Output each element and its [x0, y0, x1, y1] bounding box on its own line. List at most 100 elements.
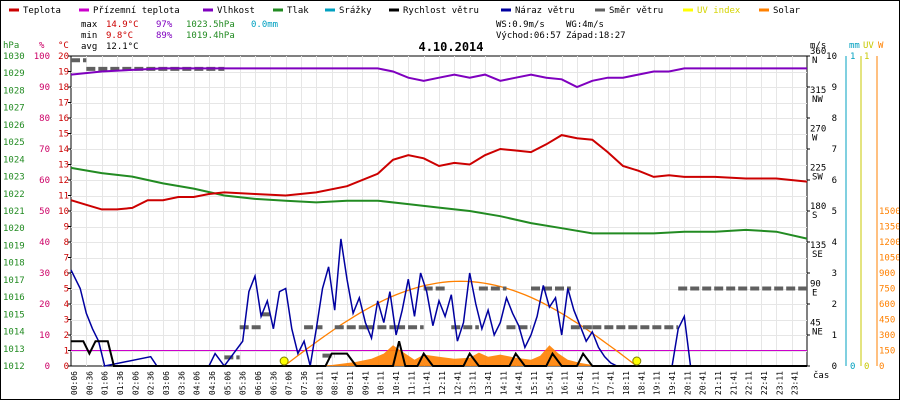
uv-marker — [279, 356, 289, 366]
stat-min-label: min — [81, 31, 97, 41]
direction-tick-dir: SE — [812, 250, 823, 260]
chart-title: 4.10.2014 — [418, 40, 483, 54]
celsius-tick-label: 12 — [58, 176, 69, 186]
percent-tick-label: 0 — [45, 362, 50, 372]
direction-tick-deg: 360 — [810, 47, 826, 57]
hpa-tick-label: 1027 — [3, 104, 25, 114]
time-tick-label: 04:06 — [193, 371, 202, 395]
hpa-tick-label: 1029 — [3, 69, 25, 79]
stat-rain: 0.0mm — [251, 20, 278, 30]
celsius-tick-label: 0 — [64, 362, 69, 372]
stat-avg-label: avg — [81, 42, 97, 52]
time-tick-label: 15:11 — [530, 371, 539, 395]
hpa-tick-label: 1018 — [3, 259, 25, 269]
hpa-tick-label: 1016 — [3, 293, 25, 303]
hpa-tick-label: 1015 — [3, 310, 25, 320]
watt-tick-label: 1350 — [879, 223, 899, 233]
time-tick-label: 12:41 — [453, 371, 462, 395]
legend-label: Srážky — [339, 6, 372, 16]
time-tick-label: 02:06 — [131, 371, 140, 395]
mm-tick-label: 1 — [850, 52, 855, 62]
legend-label: UV index — [697, 6, 741, 16]
stat-max-temp: 14.9°C — [106, 20, 139, 30]
time-tick-label: 04:36 — [208, 371, 217, 395]
solar-area — [301, 345, 608, 366]
hpa-tick-label: 1028 — [3, 86, 25, 96]
percent-tick-label: 10 — [39, 331, 50, 341]
time-tick-label: 17:11 — [591, 371, 600, 395]
stat-min-pressure: 1019.4hPa — [186, 31, 235, 41]
ms-axis-label: m/s — [810, 41, 826, 51]
time-tick-label: 18:11 — [622, 371, 631, 395]
celsius-tick-label: 8 — [64, 238, 69, 248]
celsius-tick-label: 5 — [64, 285, 69, 295]
hpa-axis-label: hPa — [3, 41, 19, 51]
hpa-tick-label: 1019 — [3, 241, 25, 251]
time-tick-label: 05:06 — [223, 371, 232, 395]
watt-tick-label: 450 — [879, 316, 895, 326]
stat-max-humidity: 97% — [156, 20, 173, 30]
time-tick-label: 06:06 — [254, 371, 263, 395]
time-tick-label: 11:11 — [407, 371, 416, 395]
legend-label: Vlhkost — [217, 6, 255, 16]
legend-label: Teplota — [23, 6, 61, 16]
hpa-tick-label: 1022 — [3, 190, 25, 200]
direction-tick-dir: NW — [812, 95, 823, 105]
celsius-tick-label: 18 — [58, 83, 69, 93]
solar-theoretical-curve — [283, 280, 638, 367]
celsius-tick-label: 9 — [64, 223, 69, 233]
ms-tick-label: 10 — [826, 52, 837, 62]
time-tick-label: 10:11 — [377, 371, 386, 395]
ms-tick-label: 8 — [832, 114, 837, 124]
time-tick-label: 22:41 — [760, 371, 769, 395]
time-tick-label: 15:41 — [545, 371, 554, 395]
percent-tick-label: 100 — [34, 52, 50, 62]
direction-tick-dir: SW — [812, 172, 823, 182]
time-tick-label: 16:41 — [576, 371, 585, 395]
time-tick-label: 01:06 — [101, 371, 110, 395]
legend-label: Náraz větru — [515, 6, 575, 16]
ms-tick-label: 5 — [832, 207, 837, 217]
stat-avg-temp: 12.1°C — [106, 42, 139, 52]
stat-min-humidity: 89% — [156, 31, 173, 41]
time-tick-label: 03:06 — [162, 371, 171, 395]
uv-tick-label: 0 — [864, 362, 869, 372]
hpa-tick-label: 1024 — [3, 155, 25, 165]
legend-label: Směr větru — [609, 6, 663, 16]
celsius-tick-label: 10 — [58, 207, 69, 217]
uv-axis-label: UV — [863, 41, 874, 51]
time-tick-label: 13:11 — [469, 371, 478, 395]
time-tick-label: 07:36 — [300, 371, 309, 395]
direction-tick-dir: N — [812, 56, 817, 66]
time-axis-label: čas — [813, 370, 829, 381]
celsius-tick-label: 14 — [58, 145, 69, 155]
percent-tick-label: 20 — [39, 300, 50, 310]
hpa-tick-label: 1023 — [3, 173, 25, 183]
time-tick-label: 20:41 — [699, 371, 708, 395]
direction-tick-deg: 270 — [810, 125, 826, 135]
ms-tick-label: 0 — [832, 362, 837, 372]
time-tick-label: 17:41 — [607, 371, 616, 395]
direction-tick-deg: 90 — [810, 280, 821, 290]
watt-tick-label: 300 — [879, 331, 895, 341]
time-tick-label: 09:41 — [361, 371, 370, 395]
time-tick-label: 23:41 — [791, 371, 800, 395]
time-tick-label: 06:36 — [269, 371, 278, 395]
celsius-tick-label: 2 — [64, 331, 69, 341]
time-tick-label: 11:41 — [423, 371, 432, 395]
time-tick-label: 01:36 — [116, 371, 125, 395]
hpa-tick-label: 1026 — [3, 121, 25, 131]
time-tick-label: 03:36 — [177, 371, 186, 395]
watt-tick-label: 750 — [879, 285, 895, 295]
hpa-tick-label: 1020 — [3, 224, 25, 234]
wind-wg: WG:4m/s — [566, 20, 604, 30]
watt-tick-label: 1500 — [879, 207, 899, 217]
mm-tick-label: 0 — [850, 362, 855, 372]
time-tick-label: 19:41 — [668, 371, 677, 395]
time-tick-label: 07:06 — [285, 371, 294, 395]
celsius-tick-label: 19 — [58, 68, 69, 78]
legend-label: Solar — [773, 6, 801, 16]
percent-tick-label: 30 — [39, 269, 50, 279]
